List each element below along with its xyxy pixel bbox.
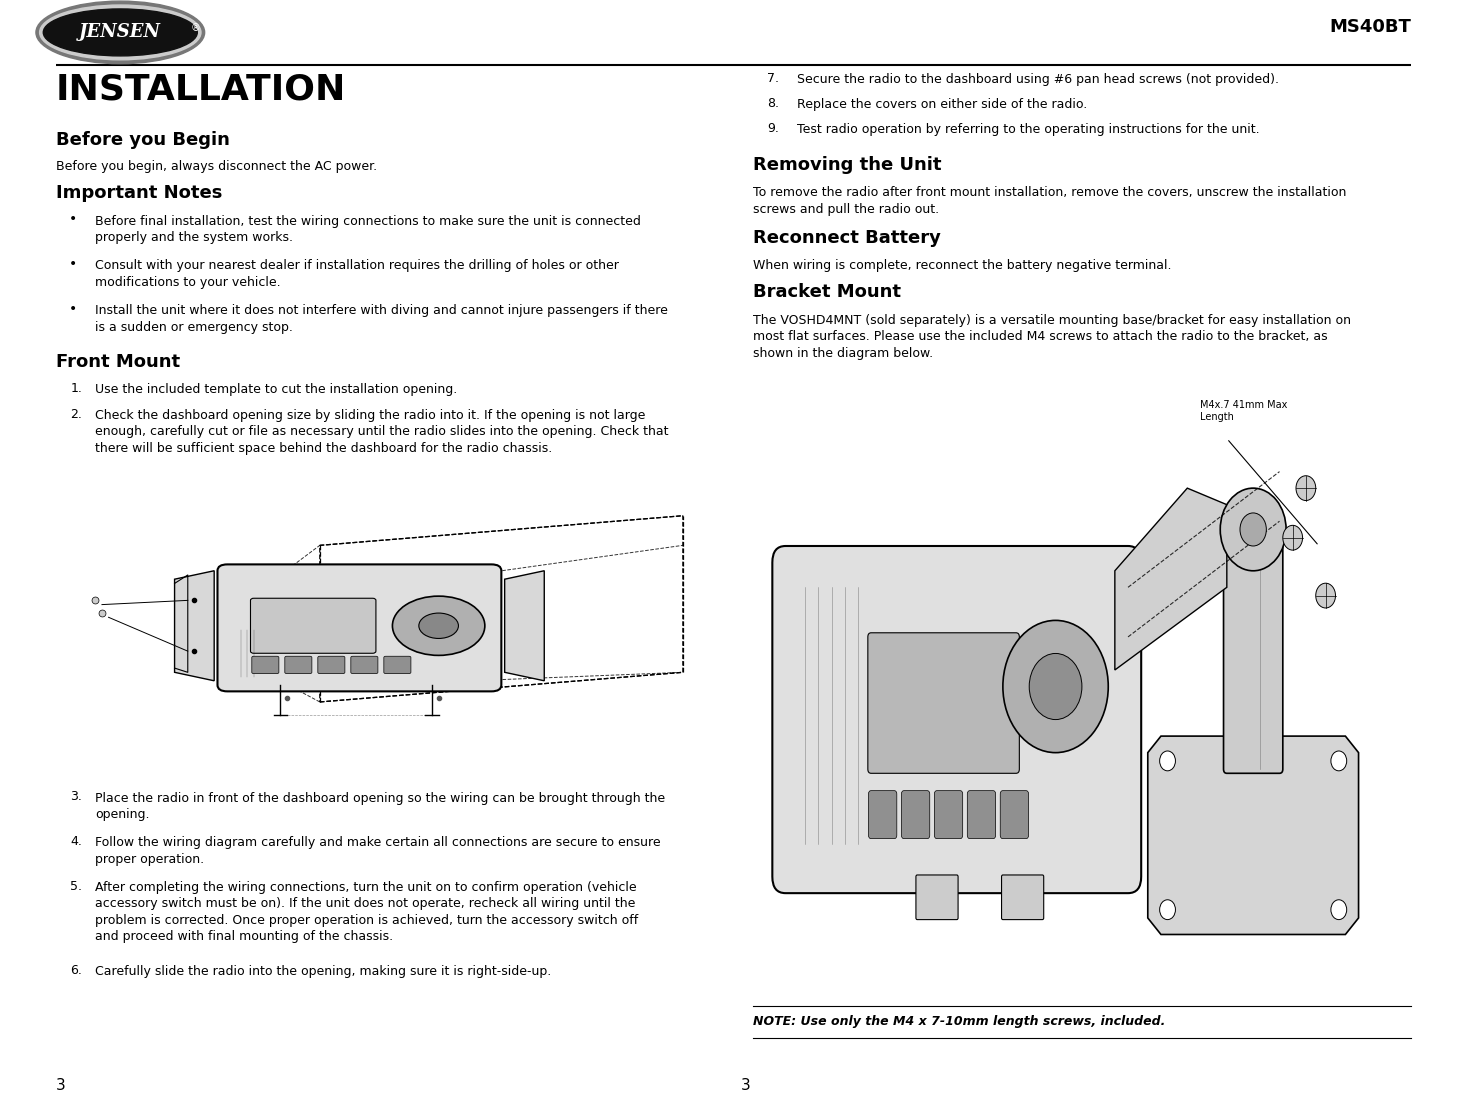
FancyBboxPatch shape — [901, 790, 930, 838]
Text: M4x.7 41mm Max
Length: M4x.7 41mm Max Length — [1200, 399, 1288, 421]
FancyBboxPatch shape — [1000, 790, 1028, 838]
FancyBboxPatch shape — [915, 875, 958, 920]
Circle shape — [1316, 584, 1335, 608]
Text: NOTE: Use only the M4 x 7-10mm length screws, included.: NOTE: Use only the M4 x 7-10mm length sc… — [753, 1015, 1165, 1029]
Circle shape — [1221, 489, 1287, 571]
Circle shape — [1331, 900, 1347, 920]
Polygon shape — [505, 571, 544, 681]
Text: 3: 3 — [56, 1079, 66, 1093]
FancyBboxPatch shape — [967, 790, 996, 838]
Circle shape — [393, 596, 484, 655]
FancyBboxPatch shape — [251, 598, 376, 653]
Polygon shape — [1147, 736, 1358, 935]
Text: Removing the Unit: Removing the Unit — [753, 155, 940, 174]
Text: To remove the radio after front mount installation, remove the covers, unscrew t: To remove the radio after front mount in… — [753, 186, 1345, 216]
FancyBboxPatch shape — [351, 656, 378, 673]
Ellipse shape — [40, 4, 201, 60]
Text: 1.: 1. — [70, 382, 82, 396]
FancyBboxPatch shape — [384, 656, 411, 673]
FancyBboxPatch shape — [934, 790, 962, 838]
Text: INSTALLATION: INSTALLATION — [56, 73, 346, 106]
Circle shape — [1331, 751, 1347, 770]
Text: •: • — [69, 212, 78, 227]
Text: 2.: 2. — [70, 408, 82, 420]
Circle shape — [1030, 653, 1083, 720]
Ellipse shape — [37, 1, 205, 64]
FancyBboxPatch shape — [1223, 533, 1282, 774]
Text: 9.: 9. — [767, 122, 779, 135]
Text: Place the radio in front of the dashboard opening so the wiring can be brought t: Place the radio in front of the dashboar… — [95, 792, 666, 821]
Text: Test radio operation by referring to the operating instructions for the unit.: Test radio operation by referring to the… — [797, 123, 1259, 136]
Text: Install the unit where it does not interfere with diving and cannot injure passe: Install the unit where it does not inter… — [95, 304, 669, 333]
Text: After completing the wiring connections, turn the unit on to confirm operation (: After completing the wiring connections,… — [95, 881, 638, 944]
Text: Front Mount: Front Mount — [56, 353, 180, 371]
Text: Before you Begin: Before you Begin — [56, 131, 230, 149]
Text: Reconnect Battery: Reconnect Battery — [753, 228, 940, 247]
Circle shape — [1159, 751, 1175, 770]
FancyBboxPatch shape — [285, 656, 312, 673]
Text: Secure the radio to the dashboard using #6 pan head screws (not provided).: Secure the radio to the dashboard using … — [797, 73, 1279, 86]
Text: Replace the covers on either side of the radio.: Replace the covers on either side of the… — [797, 97, 1087, 111]
Text: 8.: 8. — [767, 96, 779, 110]
Circle shape — [1295, 476, 1316, 501]
Polygon shape — [1115, 489, 1226, 670]
Polygon shape — [175, 571, 214, 681]
Text: 7.: 7. — [767, 72, 779, 85]
Text: 3.: 3. — [70, 790, 82, 804]
Text: 4.: 4. — [70, 835, 82, 849]
Text: JENSEN: JENSEN — [79, 23, 161, 41]
Text: Follow the wiring diagram carefully and make certain all connections are secure : Follow the wiring diagram carefully and … — [95, 836, 662, 865]
Ellipse shape — [44, 9, 197, 56]
FancyBboxPatch shape — [318, 656, 345, 673]
FancyBboxPatch shape — [772, 546, 1141, 893]
Text: The VOSHD4MNT (sold separately) is a versatile mounting base/bracket for easy in: The VOSHD4MNT (sold separately) is a ver… — [753, 313, 1351, 360]
Text: Bracket Mount: Bracket Mount — [753, 283, 901, 302]
FancyBboxPatch shape — [868, 633, 1020, 774]
Text: When wiring is complete, reconnect the battery negative terminal.: When wiring is complete, reconnect the b… — [753, 258, 1171, 272]
Text: MS40BT: MS40BT — [1329, 18, 1411, 36]
Text: Carefully slide the radio into the opening, making sure it is right-side-up.: Carefully slide the radio into the openi… — [95, 965, 552, 978]
Circle shape — [1282, 525, 1303, 550]
Circle shape — [1240, 513, 1266, 546]
Text: •: • — [69, 302, 78, 316]
Text: Before final installation, test the wiring connections to make sure the unit is : Before final installation, test the wiri… — [95, 215, 641, 244]
Text: Important Notes: Important Notes — [56, 184, 222, 202]
FancyBboxPatch shape — [217, 565, 502, 691]
Circle shape — [420, 613, 458, 638]
Text: 3: 3 — [741, 1079, 751, 1093]
Text: ®: ® — [191, 23, 201, 34]
FancyBboxPatch shape — [868, 790, 896, 838]
Text: 6.: 6. — [70, 964, 82, 977]
Text: Consult with your nearest dealer if installation requires the drilling of holes : Consult with your nearest dealer if inst… — [95, 259, 619, 288]
FancyBboxPatch shape — [252, 656, 279, 673]
Text: 5.: 5. — [70, 880, 82, 893]
Text: Use the included template to cut the installation opening.: Use the included template to cut the ins… — [95, 383, 458, 397]
Circle shape — [1159, 900, 1175, 920]
Circle shape — [1003, 620, 1108, 752]
Text: Check the dashboard opening size by sliding the radio into it. If the opening is: Check the dashboard opening size by slid… — [95, 409, 669, 455]
Text: Before you begin, always disconnect the AC power.: Before you begin, always disconnect the … — [56, 160, 377, 173]
FancyBboxPatch shape — [1002, 875, 1043, 920]
Text: •: • — [69, 257, 78, 272]
